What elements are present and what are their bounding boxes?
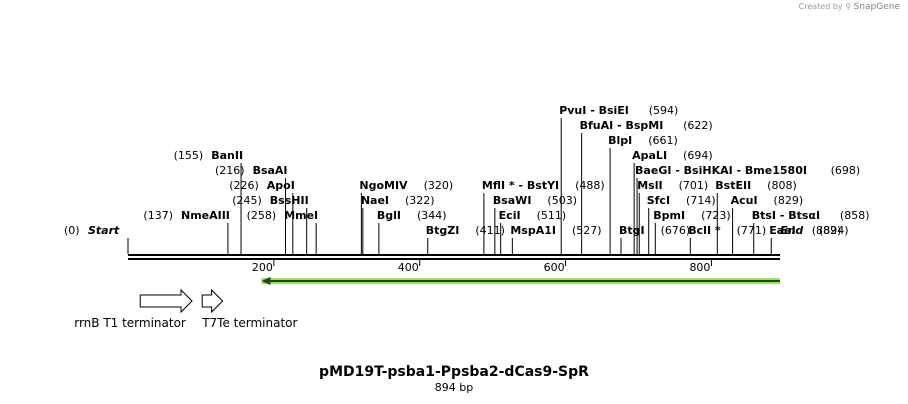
restriction-site-position: (216) [215, 164, 245, 177]
restriction-site-position: (858) [840, 209, 870, 222]
restriction-site-position: (344) [417, 209, 447, 222]
restriction-site-position: (661) [648, 134, 678, 147]
restriction-site-name: NmeAIII [181, 209, 230, 222]
restriction-site-name: BsaWI [493, 194, 532, 207]
restriction-site-position: (694) [683, 149, 713, 162]
plasmid-length: 894 bp [434, 381, 474, 394]
restriction-site-name: BpmI [653, 209, 685, 222]
restriction-site-name: MflI * - BstYI [482, 179, 559, 192]
restriction-site-position: (322) [405, 194, 435, 207]
restriction-site-position: (808) [767, 179, 797, 192]
feature-arrowhead-icon [261, 277, 271, 285]
restriction-site-position: (622) [683, 119, 713, 132]
plasmid-title-block: pMD19T-psba1-Ppsba2-dCas9-SpR 894 bp [0, 364, 908, 394]
restriction-site-position: (701) [679, 179, 709, 192]
restriction-site-name: ApaLI [632, 149, 667, 162]
restriction-site-position: (245) [232, 194, 262, 207]
ruler-tick-label: 800 [689, 261, 710, 274]
restriction-site-name: BanII [211, 149, 243, 162]
ruler-tick-label: 400 [398, 261, 419, 274]
restriction-site-position: (594) [649, 104, 679, 117]
restriction-site-name: PvuI - BsiEI [559, 104, 629, 117]
end-position: (894) [819, 224, 849, 237]
restriction-site-name: EaeI [769, 224, 796, 237]
restriction-site-position: (503) [547, 194, 577, 207]
restriction-site-name: BsaAI [253, 164, 288, 177]
snapgene-credit: Created by ⚲ SnapGene [799, 2, 900, 12]
restriction-site-position: (226) [229, 179, 259, 192]
restriction-site-name: EciI [499, 209, 521, 222]
restriction-site-position: (698) [831, 164, 861, 177]
terminator-feature-arrow [201, 288, 224, 314]
ruler-tick-label: 600 [544, 261, 565, 274]
restriction-site-name: BlpI [608, 134, 632, 147]
restriction-site-position: (511) [537, 209, 567, 222]
restriction-site-position: (137) [143, 209, 173, 222]
ruler-tick-label: 200 [252, 261, 273, 274]
restriction-site-position: (882) [812, 224, 842, 237]
restriction-site-position: (771) [737, 224, 767, 237]
restriction-site-name: BglI [377, 209, 401, 222]
restriction-site-position: (723) [701, 209, 731, 222]
feature-label: rrnB T1 terminator [74, 316, 186, 330]
restriction-site-name: BtgI [619, 224, 645, 237]
restriction-site-name: ApoI [267, 179, 295, 192]
restriction-site-name: BtgZI [426, 224, 460, 237]
restriction-site-name: BaeGI - BsiHKAI - Bme1580I [635, 164, 807, 177]
restriction-site-name: BfuAI - BspMI [580, 119, 664, 132]
restriction-site-name: BstEII [715, 179, 751, 192]
snapgene-logo-icon: ⚲ [845, 2, 852, 11]
restriction-site-position: (411) [475, 224, 505, 237]
restriction-site-name: NaeI [361, 194, 389, 207]
restriction-site-name: SfcI [647, 194, 670, 207]
restriction-site-name: BclI * [688, 224, 721, 237]
terminator-feature-arrow [139, 288, 193, 314]
restriction-site-name: NgoMIV [359, 179, 408, 192]
restriction-site-position: (488) [575, 179, 605, 192]
restriction-site-name: BtsI - BtsαI [752, 209, 820, 222]
plasmid-name: pMD19T-psba1-Ppsba2-dCas9-SpR [319, 364, 589, 380]
restriction-site-name: AcuI [731, 194, 758, 207]
feature-label: T7Te terminator [201, 316, 297, 330]
credit-prefix: Created by [798, 2, 843, 11]
restriction-site-position: (676) [661, 224, 691, 237]
restriction-site-position: (714) [686, 194, 716, 207]
restriction-site-name: MmeI [284, 209, 318, 222]
restriction-site-position: (155) [174, 149, 204, 162]
restriction-site-name: MslI [637, 179, 662, 192]
restriction-site-name: MspA1I [510, 224, 556, 237]
start-label: Start [88, 224, 120, 237]
credit-brand: SnapGene [853, 2, 900, 12]
backbone-bottom-strand [128, 258, 780, 260]
backbone-top-strand [128, 254, 780, 256]
start-position: (0) [64, 224, 80, 237]
restriction-site-position: (527) [572, 224, 602, 237]
restriction-site-position: (829) [774, 194, 804, 207]
end-label: End [780, 224, 803, 237]
restriction-site-name: BssHII [270, 194, 309, 207]
restriction-site-position: (320) [424, 179, 454, 192]
restriction-site-position: (258) [247, 209, 277, 222]
